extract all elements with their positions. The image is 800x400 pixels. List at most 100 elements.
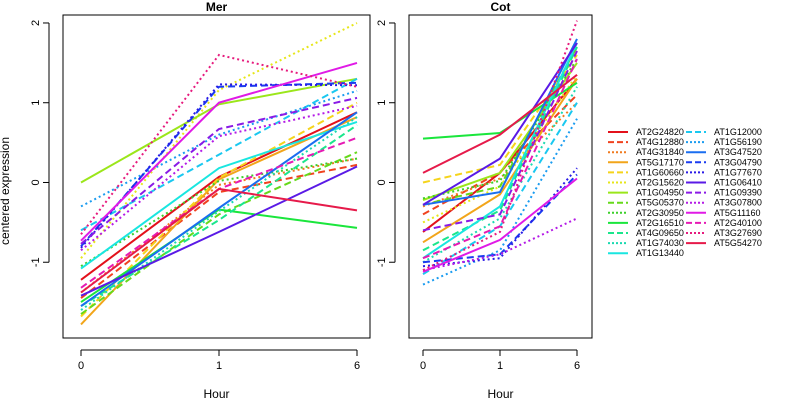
x-tick-label: 6 [574, 360, 580, 372]
legend-label: AT2G24820 [636, 127, 684, 137]
y-tick-label: 0 [30, 179, 42, 185]
y-tick-label: -1 [376, 257, 388, 267]
series-line-at4g09650 [422, 46, 578, 252]
series-line-at3g27690 [422, 20, 578, 272]
x-axis-label: Hour [203, 387, 229, 400]
series-line-at2g40100 [422, 58, 578, 260]
x-tick-label: 0 [78, 360, 84, 372]
legend-item: AT2G15620 [608, 178, 684, 188]
legend-label: AT1G74030 [636, 238, 684, 248]
legend-label: AT4G31840 [636, 147, 684, 157]
legend-label: AT1G09390 [714, 188, 762, 198]
series-line-at1g56190 [80, 89, 358, 208]
legend-label: AT2G40100 [714, 218, 762, 228]
y-tick-label: 2 [376, 20, 388, 26]
legend-item: AT4G09650 [608, 228, 684, 238]
legend-item: AT1G60660 [608, 167, 684, 177]
legend-item: AT1G74030 [608, 238, 684, 248]
series-line-at2g16510 [80, 208, 358, 303]
series-line-at1g13440 [80, 120, 358, 270]
series-line-at4g12880 [422, 94, 578, 216]
legend-item: AT3G47520 [686, 147, 762, 157]
series-line-at5g05370 [422, 46, 578, 206]
legend-item: AT1G13440 [608, 248, 684, 258]
series-line-at1g09390 [80, 96, 358, 245]
y-tick-label: 1 [30, 100, 42, 106]
legend-label: AT1G56190 [714, 137, 762, 147]
legend-item: AT5G17170 [608, 157, 684, 167]
panel-title: Cot [491, 0, 511, 14]
legend: AT2G24820AT4G12880AT4G31840AT5G17170AT1G… [608, 127, 762, 258]
legend-label: AT3G47520 [714, 147, 762, 157]
series-line-at5g17170 [80, 116, 358, 326]
x-tick-label: 0 [420, 360, 426, 372]
legend-item: AT1G56190 [686, 137, 762, 147]
series-line-at1g56190 [422, 118, 578, 286]
plot-frame [62, 14, 371, 339]
legend-label: AT4G09650 [636, 228, 684, 238]
series-line-at5g54270 [80, 187, 358, 294]
series-line-at2g15620 [422, 74, 578, 224]
legend-item: AT2G24820 [608, 127, 684, 137]
series-line-at1g77670 [422, 167, 578, 268]
legend-label: AT2G15620 [636, 178, 684, 188]
series-line-at1g74030 [422, 86, 578, 264]
legend-label: AT5G05370 [636, 198, 684, 208]
legend-item: AT4G12880 [608, 137, 684, 147]
legend-item: AT1G12000 [686, 127, 762, 137]
legend-label: AT3G27690 [714, 228, 762, 238]
legend-item: AT1G04950 [608, 188, 684, 198]
series-line-at3g07800 [422, 217, 578, 272]
legend-item: AT3G07800 [686, 198, 762, 208]
legend-label: AT5G11160 [714, 208, 761, 218]
legend-item: AT1G09390 [686, 188, 762, 198]
legend-item: AT3G04790 [686, 157, 762, 167]
legend-item: AT2G16510 [608, 218, 684, 228]
panel-cot: Cot 0 1 6 Hour -1 0 1 2 [376, 0, 593, 400]
x-tick-label: 6 [354, 360, 360, 372]
series-line-at2g30950 [80, 157, 358, 268]
legend-label: AT4G12880 [636, 137, 684, 147]
legend-item: AT1G77670 [686, 167, 762, 177]
legend-label: AT1G12000 [714, 127, 762, 137]
series-line-at1g74030 [80, 116, 358, 311]
series-line-at2g40100 [80, 136, 358, 289]
series-line-at4g31840 [422, 101, 578, 208]
legend-item: AT4G31840 [608, 147, 684, 157]
panel-mer: Mer 0 1 6 Hour -1 0 1 2 [30, 0, 371, 400]
x-tick-label: 1 [497, 360, 503, 372]
y-axis-label: centered expression [0, 137, 12, 245]
legend-label: AT1G06410 [714, 178, 762, 188]
y-tick-label: 1 [376, 100, 388, 106]
series-line-at3g27690 [80, 53, 358, 235]
series-line-at1g04950 [80, 77, 358, 184]
series-line-at3g04790 [422, 173, 578, 264]
legend-item: AT1G06410 [686, 178, 762, 188]
series-line-at1g13440 [422, 42, 578, 260]
series-line-at1g09390 [422, 50, 578, 232]
legend-label: AT1G60660 [636, 167, 684, 177]
series-line-at1g06410 [80, 165, 358, 297]
y-tick-label: 0 [376, 179, 388, 185]
legend-label: AT5G54270 [714, 238, 762, 248]
y-tick-label: 2 [30, 20, 42, 26]
legend-label: AT2G16510 [636, 218, 684, 228]
legend-label: AT1G77670 [714, 167, 762, 177]
legend-label: AT5G17170 [636, 157, 684, 167]
legend-label: AT1G13440 [636, 248, 684, 258]
legend-item: AT5G05370 [608, 198, 684, 208]
plot-frame [408, 14, 593, 339]
x-axis-label: Hour [487, 387, 513, 400]
legend-item: AT5G54270 [686, 238, 762, 248]
series-line-at5g17170 [422, 78, 578, 244]
series-line-at1g60660 [80, 101, 358, 318]
series-line-at1g12000 [80, 77, 358, 232]
series-line-at3g47520 [422, 38, 578, 206]
legend-label: AT3G04790 [714, 157, 762, 167]
series-line-at5g54270 [422, 74, 578, 174]
legend-item: AT2G40100 [686, 218, 762, 228]
x-tick-label: 1 [216, 360, 222, 372]
series-line-at5g11160 [422, 177, 578, 273]
legend-label: AT1G04950 [636, 188, 684, 198]
